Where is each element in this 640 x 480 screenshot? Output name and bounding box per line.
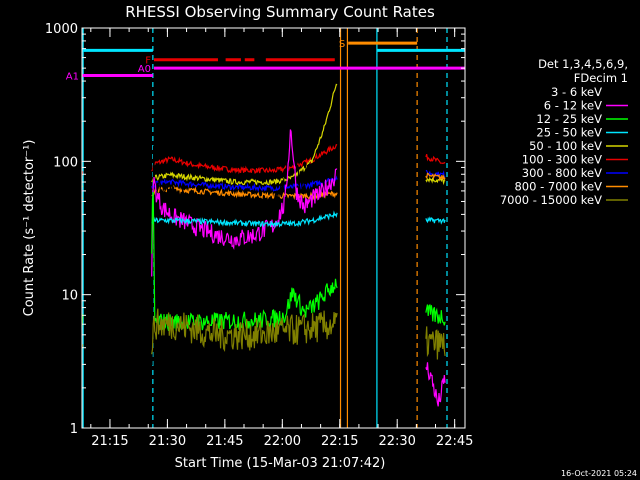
legend-entry-label: 800 - 7000 keV bbox=[514, 180, 602, 194]
flag-label: S bbox=[339, 39, 345, 50]
legend-entry-label: 3 - 6 keV bbox=[551, 85, 602, 99]
y-axis-label: Count Rate (s⁻¹ detector⁻¹) bbox=[22, 140, 37, 317]
y-tick-label: 10 bbox=[61, 289, 78, 304]
plot-frame bbox=[81, 27, 466, 429]
y-tick-label: 1000 bbox=[45, 22, 78, 37]
x-tick-label: 22:15 bbox=[321, 434, 358, 449]
y-tick-label: 1 bbox=[70, 422, 78, 437]
x-tick-label: 22:00 bbox=[264, 434, 301, 449]
legend-entry-label: 12 - 25 keV bbox=[536, 112, 602, 126]
legend-entry-label: 100 - 300 keV bbox=[522, 153, 602, 167]
series-line bbox=[151, 138, 337, 366]
legend-entry-label: 7000 - 15000 keV bbox=[500, 193, 602, 207]
x-tick-label: 21:30 bbox=[149, 434, 186, 449]
x-tick-label: 21:45 bbox=[206, 434, 243, 449]
x-tick-label: 21:15 bbox=[91, 434, 128, 449]
x-tick-label: 22:45 bbox=[436, 434, 473, 449]
legend-header: FDecim 1 bbox=[574, 71, 628, 85]
x-axis-label: Start Time (15-Mar-03 21:07:42) bbox=[175, 456, 386, 471]
legend-entry-label: 25 - 50 keV bbox=[536, 126, 602, 140]
y-tick-label: 100 bbox=[53, 155, 78, 170]
flag-label: A1 bbox=[66, 72, 79, 83]
series-line bbox=[151, 129, 446, 407]
axes: 21:15 21:30 21:45 22:00 22:15 22:30 22:45 1 10 10… bbox=[45, 22, 473, 449]
legend-entry-label: 6 - 12 keV bbox=[544, 99, 602, 113]
x-tick-label: 22:30 bbox=[378, 434, 415, 449]
flag-label: A0 bbox=[138, 64, 151, 75]
flag-label: F bbox=[145, 56, 151, 67]
legend-entry-label: 50 - 100 keV bbox=[529, 139, 602, 153]
chart-title: RHESSI Observing Summary Count Rates bbox=[125, 3, 435, 21]
date-stamp: 16-Oct-2021 05:24 bbox=[561, 469, 637, 478]
legend-header: Det 1,3,4,5,6,9, bbox=[538, 57, 628, 71]
legend-entry-label: 300 - 800 keV bbox=[522, 166, 602, 180]
